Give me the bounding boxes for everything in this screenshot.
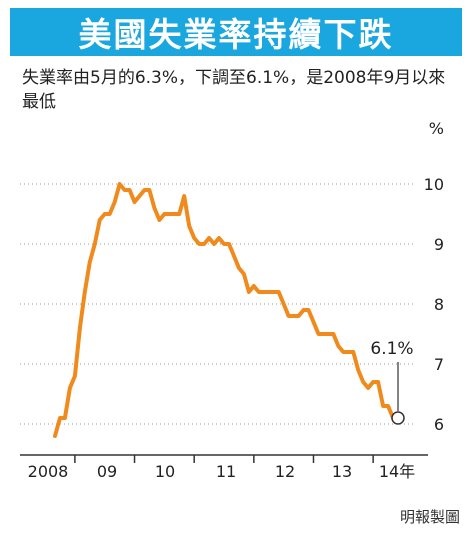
chart-title-banner: 美國失業率持續下跌 xyxy=(10,8,462,56)
x-tick-label-5: 13 xyxy=(332,462,352,481)
chart-title: 美國失業率持續下跌 xyxy=(78,15,394,54)
chart-subtitle: 失業率由5月的6.3%，下調至6.1%，是2008年9月以來最低 xyxy=(22,68,446,112)
series-line-0 xyxy=(53,182,400,438)
y-tick-9: 9 xyxy=(434,235,444,254)
credit-text: 明報製圖 xyxy=(399,508,460,526)
annotation-label: 6.1% xyxy=(370,339,413,359)
y-tick-8: 8 xyxy=(434,295,444,314)
x-tick-label-0: 2008 xyxy=(28,462,69,481)
x-tick-label-2: 10 xyxy=(155,462,175,481)
x-tick-label-3: 11 xyxy=(216,462,236,481)
y-tick-6: 6 xyxy=(434,415,444,434)
annotation-marker xyxy=(391,411,405,425)
y-tick-7: 7 xyxy=(434,355,444,374)
x-tick-label-4: 12 xyxy=(275,462,295,481)
x-tick-label-1: 09 xyxy=(97,462,117,481)
y-tick-10: 10 xyxy=(424,175,444,194)
y-unit-label: % xyxy=(429,119,444,138)
x-tick-label-6: 14年 xyxy=(379,462,415,481)
